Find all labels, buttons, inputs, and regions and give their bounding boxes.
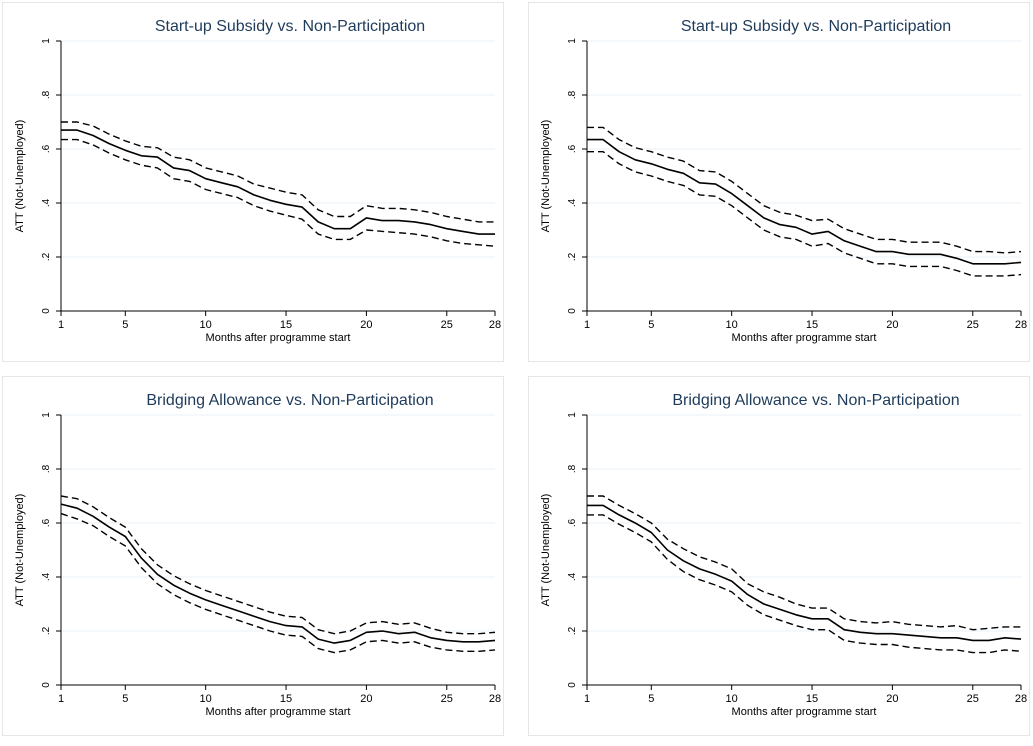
chart-panel-2: Start-up Subsidy vs. Non-Participation 0.… [528, 2, 1030, 362]
x-tick-label: 5 [648, 319, 654, 331]
y-tick-label: .8 [41, 90, 52, 99]
y-tick-label: 0 [567, 308, 578, 314]
x-tick-label: 20 [360, 319, 372, 331]
x-tick-label: 25 [441, 319, 453, 331]
chart-svg-2: Start-up Subsidy vs. Non-Participation 0.… [540, 18, 1027, 344]
y-tick-label: .6 [41, 518, 52, 527]
x-tick-label: 15 [280, 693, 292, 705]
series-line-upper-bound [587, 126, 1022, 254]
series-line-lower-bound [587, 151, 1022, 277]
x-tick-label: 1 [584, 319, 590, 331]
series-line-upper-bound [587, 495, 1021, 631]
series-line-upper-bound [60, 495, 496, 635]
series-line-lower-bound [587, 514, 1022, 654]
x-axis-label: Months after programme start [206, 332, 351, 344]
y-tick-label: .6 [567, 144, 578, 153]
x-tick-label: 28 [489, 319, 501, 331]
x-tick-label: 28 [1015, 319, 1027, 331]
y-tick-label: .4 [567, 198, 578, 207]
x-axis-label: Months after programme start [206, 706, 351, 718]
x-axis-label: Months after programme start [732, 332, 877, 344]
y-tick-label: .8 [567, 90, 578, 99]
chart-panel-1: Start-up Subsidy vs. Non-Participation 0.… [2, 2, 504, 362]
series-line-estimate [587, 504, 1022, 642]
chart-title: Start-up Subsidy vs. Non-Participation [155, 18, 425, 35]
y-tick-label: 0 [567, 682, 578, 688]
series-line-lower-bound [61, 138, 496, 247]
y-tick-label: .6 [41, 144, 52, 153]
x-tick-label: 20 [886, 693, 898, 705]
chart-svg-3: Bridging Allowance vs. Non-Participation… [14, 392, 501, 718]
series-line-estimate [60, 503, 496, 644]
x-tick-label: 10 [200, 319, 212, 331]
x-tick-label: 15 [806, 693, 818, 705]
y-axis-label: ATT (Not-Unemployed) [540, 120, 552, 233]
x-tick-label: 28 [489, 693, 501, 705]
chart-panel-4: Bridging Allowance vs. Non-Participation… [528, 376, 1030, 736]
series-line-lower-bound [60, 512, 496, 654]
chart-title: Start-up Subsidy vs. Non-Participation [681, 18, 951, 35]
x-tick-label: 25 [441, 693, 453, 705]
x-tick-label: 10 [726, 693, 738, 705]
series-line-upper-bound [61, 121, 495, 223]
y-tick-label: 1 [41, 412, 52, 418]
x-tick-label: 5 [122, 693, 128, 705]
y-axis-label: ATT (Not-Unemployed) [540, 494, 552, 607]
y-tick-label: .4 [567, 572, 578, 581]
y-tick-label: .8 [41, 464, 52, 473]
y-tick-label: .8 [567, 464, 578, 473]
x-tick-label: 10 [726, 319, 738, 331]
y-tick-label: 1 [567, 412, 578, 418]
x-tick-label: 1 [58, 693, 64, 705]
x-tick-label: 25 [967, 319, 979, 331]
x-tick-label: 25 [967, 693, 979, 705]
y-tick-label: .6 [567, 518, 578, 527]
x-tick-label: 5 [122, 319, 128, 331]
chart-svg-1: Start-up Subsidy vs. Non-Participation 0.… [14, 18, 501, 344]
x-tick-label: 5 [648, 693, 654, 705]
y-tick-label: .2 [41, 626, 52, 635]
y-tick-label: .2 [41, 252, 52, 261]
y-axis-label: ATT (Not-Unemployed) [14, 120, 26, 233]
y-tick-label: 1 [567, 38, 578, 44]
x-tick-label: 28 [1015, 693, 1027, 705]
y-tick-label: 0 [41, 308, 52, 314]
series-line-estimate [61, 129, 495, 235]
chart-title: Bridging Allowance vs. Non-Participation [672, 392, 959, 409]
x-tick-label: 15 [280, 319, 292, 331]
y-tick-label: .4 [41, 198, 52, 207]
y-axis-label: ATT (Not-Unemployed) [14, 494, 26, 607]
chart-title: Bridging Allowance vs. Non-Participation [146, 392, 433, 409]
x-tick-label: 1 [584, 693, 590, 705]
y-tick-label: .4 [41, 572, 52, 581]
x-tick-label: 20 [360, 693, 372, 705]
chart-svg-4: Bridging Allowance vs. Non-Participation… [540, 392, 1027, 718]
y-tick-label: .2 [567, 626, 578, 635]
y-tick-label: .2 [567, 252, 578, 261]
x-axis-label: Months after programme start [732, 706, 877, 718]
y-tick-label: 0 [41, 682, 52, 688]
series-line-estimate [587, 138, 1022, 265]
x-tick-label: 15 [806, 319, 818, 331]
x-tick-label: 10 [200, 693, 212, 705]
x-tick-label: 1 [58, 319, 64, 331]
x-tick-label: 20 [886, 319, 898, 331]
y-tick-label: 1 [41, 38, 52, 44]
chart-panel-3: Bridging Allowance vs. Non-Participation… [2, 376, 504, 736]
